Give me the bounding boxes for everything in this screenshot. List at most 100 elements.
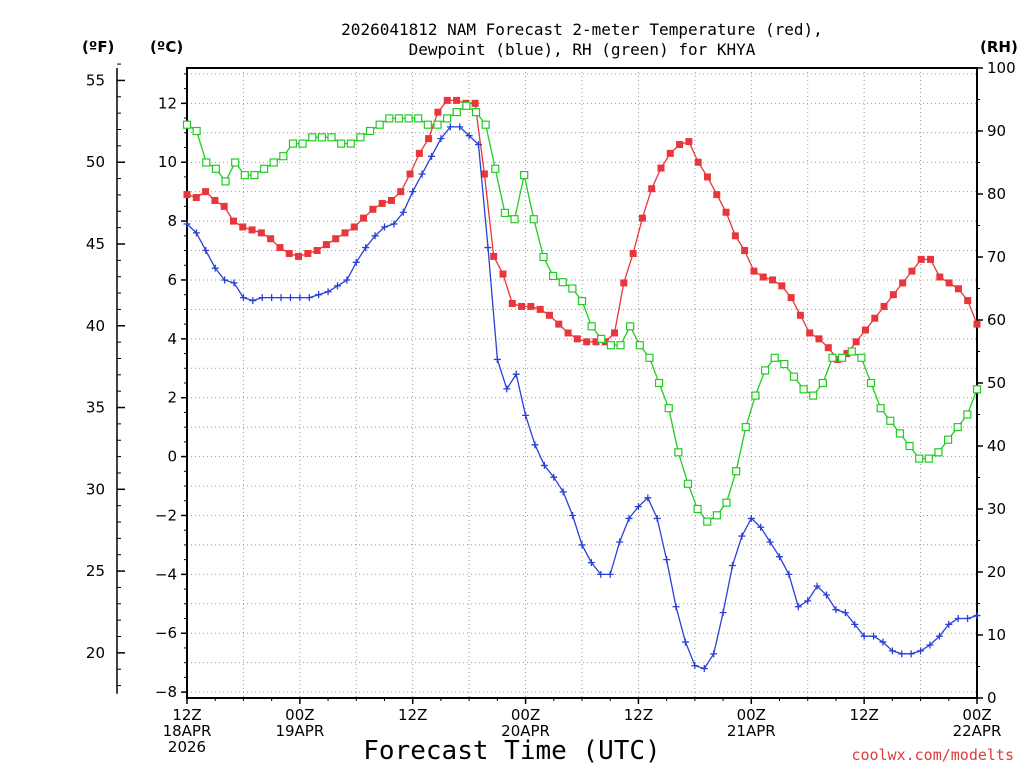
rh-point	[654, 378, 664, 388]
rh-point	[847, 347, 856, 356]
rh-point	[664, 404, 673, 413]
rh-point	[317, 133, 326, 142]
rh-point	[404, 114, 413, 123]
rh-tick-label: 50	[987, 374, 1006, 392]
temperature-point	[406, 170, 414, 178]
rh-tick-label: 60	[987, 311, 1006, 329]
temperature-point	[834, 355, 842, 363]
rh-point	[414, 114, 423, 123]
dewpoint-point	[644, 494, 652, 502]
dewpoint-point	[512, 370, 520, 378]
dewpoint-point	[183, 220, 191, 228]
x-tick-label: 2026	[168, 738, 206, 756]
dewpoint-point	[804, 597, 812, 605]
dewpoint-point	[747, 514, 755, 522]
dewpoint-point	[503, 385, 511, 393]
x-tick-label: 00Z	[511, 706, 540, 724]
celsius-tick-label: 0	[167, 448, 177, 466]
dewpoint-point	[465, 132, 473, 140]
dewpoint-point	[728, 562, 736, 570]
rh-point	[471, 107, 481, 117]
dewpoint-point	[907, 650, 915, 658]
temperature-point	[239, 223, 247, 231]
rh-point	[481, 120, 490, 129]
temperature-point	[657, 164, 665, 172]
temperature-point	[415, 149, 423, 157]
dewpoint-point	[823, 591, 831, 599]
temperature-point	[285, 249, 293, 257]
rh-point	[635, 341, 644, 350]
rh-point	[789, 372, 799, 381]
rh-point	[799, 385, 808, 394]
temperature-point	[220, 202, 228, 210]
dewpoint-point	[390, 220, 398, 228]
rh-point	[356, 133, 365, 142]
temperature-point	[480, 170, 488, 178]
temperature-point	[648, 185, 656, 193]
dewpoint-point	[381, 223, 388, 231]
rh-point	[221, 177, 230, 186]
temperature-point	[713, 191, 721, 199]
rh-point	[394, 114, 404, 123]
dewpoint-point	[559, 488, 567, 496]
dewpoint-point	[418, 170, 426, 178]
rh-tick-label: 100	[987, 59, 1016, 77]
temperature-point	[787, 294, 795, 302]
rh-point	[963, 410, 972, 419]
dewpoint-point	[324, 288, 332, 296]
plot-frame	[186, 67, 978, 699]
temperature-point	[936, 273, 944, 281]
x-tick-label: 21APR	[727, 722, 776, 740]
fahrenheit-tick-label: 35	[86, 399, 105, 417]
rh-point	[298, 139, 307, 148]
temperature-point	[741, 247, 749, 255]
dewpoint-point	[926, 641, 934, 649]
temperature-point	[211, 196, 219, 204]
temperature-point	[564, 329, 572, 337]
temperature-point	[527, 302, 535, 310]
x-tick-label: 00Z	[285, 706, 314, 724]
temperature-point	[573, 335, 581, 343]
rh-point	[443, 114, 452, 123]
rh-point	[616, 341, 625, 350]
rh-point	[240, 171, 249, 180]
dewpoint-point	[776, 553, 783, 561]
rh-point	[346, 139, 355, 148]
rh-point	[924, 454, 933, 463]
rh-point	[433, 120, 442, 129]
temperature-point	[499, 270, 507, 278]
celsius-tick-label: −6	[155, 624, 177, 642]
dewpoint-point	[569, 511, 577, 519]
temperature-point	[843, 350, 851, 358]
temperature-point	[611, 329, 619, 337]
temperature-point	[378, 199, 386, 207]
dewpoint-point	[672, 603, 680, 611]
dewpoint-point	[719, 609, 727, 617]
dewpoint-point	[268, 294, 276, 302]
dewpoint-point	[663, 556, 671, 564]
temperature-point	[295, 252, 303, 260]
temperature-point	[722, 208, 730, 216]
temperature-point	[434, 108, 442, 116]
fahrenheit-tick-label: 30	[86, 480, 105, 498]
x-tick-label: 12Z	[398, 706, 427, 724]
temperature-point	[183, 191, 191, 199]
temperature-point	[471, 99, 479, 107]
rh-point	[972, 385, 982, 394]
x-tick-label: 12Z	[849, 706, 878, 724]
temperature-point	[332, 235, 340, 243]
dewpoint-point	[625, 514, 633, 522]
rh-tick-label: 90	[987, 122, 1006, 140]
temperature-point	[490, 252, 498, 260]
fahrenheit-tick-label: 25	[86, 562, 105, 580]
fahrenheit-unit-label: (ºF)	[82, 38, 114, 56]
temperature-point	[815, 335, 823, 343]
rh-point	[751, 391, 760, 400]
temperature-point	[694, 158, 702, 166]
temperature-point	[759, 273, 767, 281]
dewpoint-point	[540, 461, 548, 469]
fahrenheit-tick-label: 45	[86, 235, 105, 253]
temperature-point	[350, 223, 358, 231]
dewpoint-point	[522, 411, 530, 419]
rh-point	[529, 215, 538, 224]
